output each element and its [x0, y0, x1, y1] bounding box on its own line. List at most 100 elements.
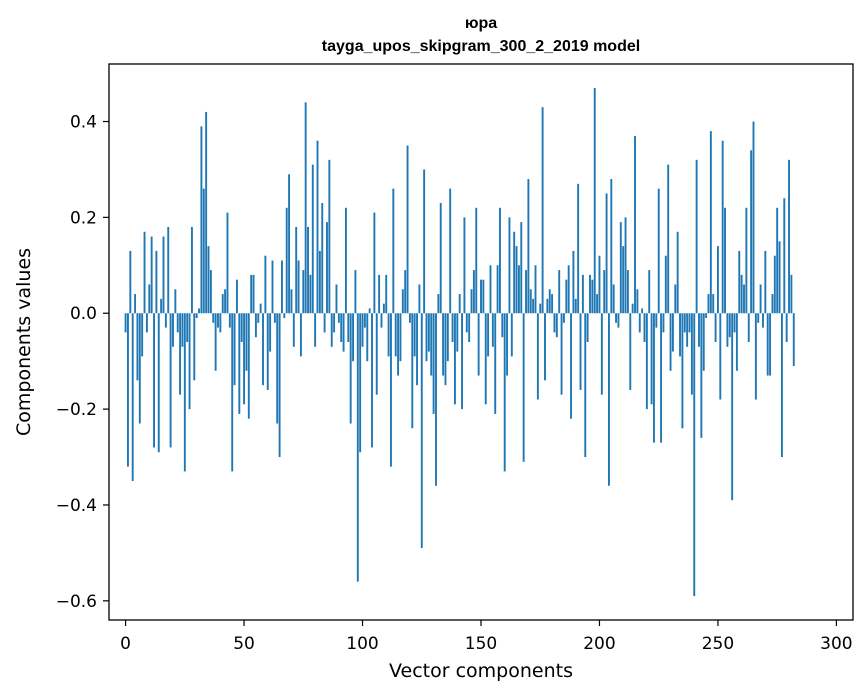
bar-component-266 [754, 313, 757, 400]
bar-component-169 [525, 270, 527, 314]
bar-component-166 [517, 265, 520, 314]
bar-component-239 [690, 313, 693, 395]
bar-component-170 [527, 179, 530, 314]
bar-component-118 [404, 270, 407, 314]
bar-component-14 [157, 313, 160, 453]
bar-component-235 [681, 313, 684, 429]
bar-component-67 [283, 313, 286, 319]
bar-component-34 [205, 111, 208, 314]
bar-component-43 [226, 212, 229, 314]
bar-component-26 [186, 313, 189, 342]
bar-component-141 [458, 294, 461, 314]
bar-component-88 [333, 313, 336, 333]
bar-component-50 [243, 313, 246, 405]
bar-component-183 [558, 270, 561, 314]
bar-component-100 [361, 313, 364, 347]
bar-component-238 [688, 313, 691, 333]
bar-component-163 [510, 313, 513, 357]
bar-component-65 [278, 313, 281, 458]
bar-component-31 [198, 308, 200, 314]
bar-component-212 [626, 270, 629, 314]
bar-component-202 [603, 270, 606, 314]
bar-component-19 [169, 313, 172, 448]
bar-component-27 [188, 313, 191, 410]
bar-component-279 [785, 313, 788, 342]
bar-component-52 [247, 313, 250, 419]
y-axis-label: Components values [13, 248, 35, 436]
bar-component-81 [316, 140, 319, 314]
bar-component-159 [501, 313, 504, 338]
bar-component-73 [297, 260, 300, 314]
bar-component-194 [584, 313, 587, 458]
bar-component-269 [762, 313, 764, 328]
bar-component-133 [439, 203, 442, 314]
y-tick-label: −0.6 [56, 592, 97, 612]
bar-component-271 [766, 313, 769, 376]
bar-component-70 [290, 289, 293, 314]
bar-component-61 [269, 313, 272, 352]
bar-component-123 [416, 313, 418, 386]
bar-component-29 [193, 313, 196, 381]
bar-component-72 [295, 226, 298, 314]
bar-component-181 [553, 313, 556, 333]
bar-component-167 [520, 222, 523, 314]
bar-component-137 [449, 188, 452, 314]
bar-component-53 [250, 274, 253, 314]
bar-component-20 [172, 313, 174, 347]
bar-component-275 [776, 207, 779, 314]
bar-component-144 [465, 313, 468, 333]
bar-component-99 [359, 313, 362, 453]
bar-component-161 [506, 313, 509, 376]
bar-component-236 [683, 313, 686, 333]
bar-component-69 [288, 174, 291, 314]
y-tick-label: −0.4 [56, 496, 97, 516]
bar-component-116 [399, 313, 402, 362]
bar-component-95 [349, 313, 352, 424]
bar-component-205 [610, 179, 613, 314]
bar-component-229 [667, 164, 670, 314]
x-axis: 0 50 100 150 200 250 300 [120, 620, 853, 654]
bar-component-249 [714, 313, 717, 342]
bar-component-254 [726, 313, 729, 347]
x-tick-label: 250 [702, 634, 734, 654]
bar-component-216 [636, 289, 639, 314]
bar-component-32 [200, 126, 203, 314]
bar-component-98 [356, 313, 359, 582]
bar-component-90 [337, 313, 340, 323]
bar-component-196 [589, 274, 591, 314]
bar-component-209 [619, 222, 622, 314]
bar-component-33 [202, 188, 205, 314]
bar-component-262 [745, 207, 748, 314]
bar-component-71 [292, 313, 295, 347]
bar-component-201 [600, 313, 603, 395]
bar-component-9 [145, 313, 148, 333]
bar-component-110 [385, 274, 388, 314]
bar-component-85 [326, 222, 328, 314]
bar-component-8 [143, 231, 146, 314]
bar-component-97 [354, 270, 357, 314]
bar-component-17 [164, 313, 167, 328]
bar-component-101 [363, 313, 366, 328]
bar-component-263 [747, 313, 750, 342]
bar-component-182 [555, 313, 558, 338]
bar-component-174 [536, 313, 539, 400]
bar-component-83 [321, 203, 324, 314]
bar-component-146 [470, 289, 473, 314]
bar-component-54 [252, 274, 255, 314]
bar-component-106 [375, 313, 378, 395]
bar-component-92 [342, 313, 345, 352]
bar-component-190 [574, 298, 577, 314]
bar-component-103 [368, 308, 371, 314]
bar-component-203 [605, 193, 608, 314]
bar-component-96 [352, 313, 354, 362]
bar-component-75 [302, 270, 305, 314]
bar-component-221 [648, 270, 651, 314]
bar-component-130 [432, 313, 435, 414]
bar-component-179 [548, 289, 551, 314]
bar-component-153 [487, 313, 490, 357]
bar-component-156 [494, 313, 497, 414]
bar-component-150 [480, 279, 482, 314]
bar-component-200 [598, 255, 601, 314]
bar-component-178 [546, 298, 549, 314]
bar-component-39 [217, 313, 219, 328]
